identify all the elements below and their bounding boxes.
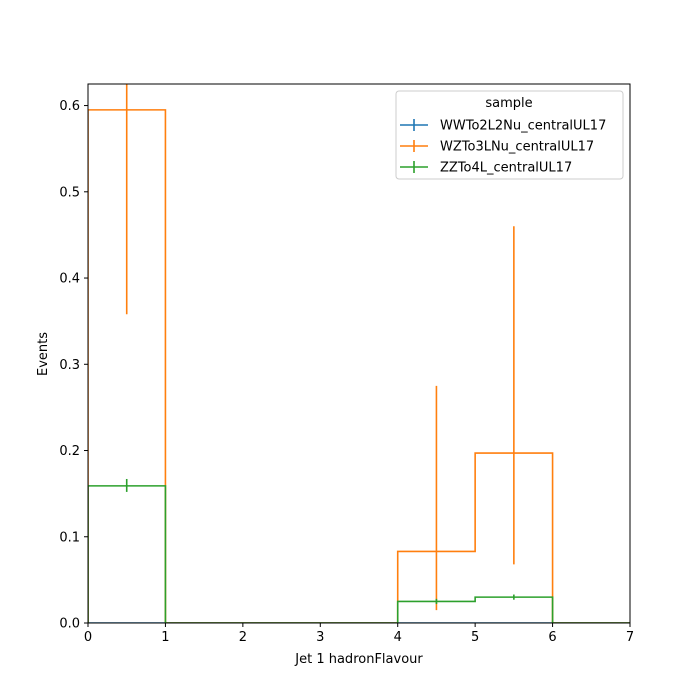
y-axis-label: Events xyxy=(36,332,51,376)
y-axis: 0.0 0.1 0.2 0.3 0.4 0.5 0.6 xyxy=(59,99,88,632)
legend-entry: ZZTo4L_centralUL17 xyxy=(400,161,572,176)
plot-frame xyxy=(87,83,631,624)
series-step-line xyxy=(88,485,630,623)
x-tick-label: 3 xyxy=(316,630,324,645)
x-tick-label: 0 xyxy=(84,630,92,645)
legend-entry: WZTo3LNu_centralUL17 xyxy=(400,140,594,155)
x-tick-label: 5 xyxy=(471,630,479,645)
legend-label: WWTo2L2Nu_centralUL17 xyxy=(440,119,606,134)
series-2 xyxy=(88,478,630,623)
x-tick-label: 4 xyxy=(394,630,402,645)
legend: sample WWTo2L2Nu_centralUL17 WZTo3LNu_cen… xyxy=(395,90,624,180)
legend-entry: WWTo2L2Nu_centralUL17 xyxy=(400,119,606,134)
y-tick-label: 0.1 xyxy=(59,530,80,545)
legend-label: ZZTo4L_centralUL17 xyxy=(440,161,572,176)
x-axis-label: Jet 1 hadronFlavour xyxy=(294,652,423,667)
y-tick-label: 0.4 xyxy=(59,272,80,287)
x-tick-label: 2 xyxy=(239,630,247,645)
legend-title: sample xyxy=(485,96,532,111)
x-tick-label: 6 xyxy=(548,630,556,645)
series-step-line xyxy=(88,109,630,623)
series-layer xyxy=(88,84,630,623)
legend-box xyxy=(395,90,624,180)
legend-label: WZTo3LNu_centralUL17 xyxy=(440,140,594,155)
series-1 xyxy=(88,84,630,623)
y-tick-label: 0.5 xyxy=(59,185,80,200)
y-tick-label: 0.2 xyxy=(59,444,80,459)
x-tick-label: 1 xyxy=(161,630,169,645)
y-tick-label: 0.0 xyxy=(59,617,80,632)
x-axis: 0 1 2 3 4 5 6 7 xyxy=(84,623,634,645)
y-tick-label: 0.6 xyxy=(59,99,80,114)
y-tick-label: 0.3 xyxy=(59,358,80,373)
x-tick-label: 7 xyxy=(626,630,634,645)
